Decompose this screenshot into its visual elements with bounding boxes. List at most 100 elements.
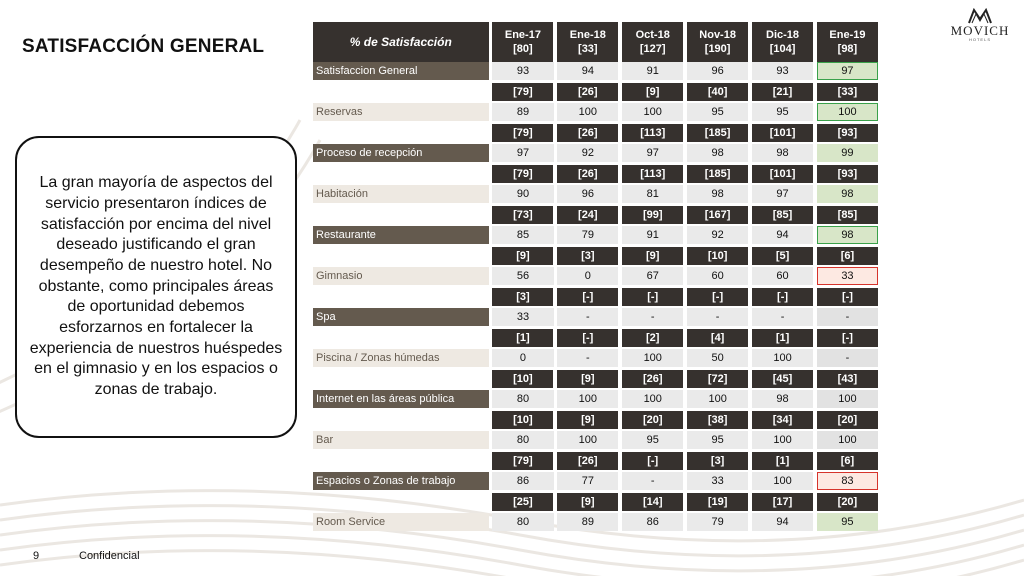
sample-size-row: [1] [-] [2] [4] [1] [-] (313, 329, 878, 347)
sample-size-row: [10] [9] [26] [72] [45] [43] (313, 370, 878, 388)
sample-size-cell: [99] (622, 206, 684, 224)
header-col-5: Ene-19 [98] (816, 22, 878, 62)
value-cell: - (622, 472, 684, 490)
sample-size-cell: [6] (816, 247, 878, 265)
row-label: Room Service (313, 513, 489, 531)
value-cell: 81 (622, 185, 684, 203)
value-cell: 93 (492, 62, 554, 80)
table-row: Restaurante 85 79 91 92 94 98 (313, 226, 879, 244)
sample-size-row: [10] [9] [20] [38] [34] [20] (313, 411, 878, 429)
table-row: Piscina / Zonas húmedas 0-100 50 100- (313, 349, 878, 367)
value-cell: 91 (622, 62, 684, 80)
table-row: Room Service 80 89 86 79 94 95 (313, 513, 878, 531)
value-cell: 79 (687, 513, 749, 531)
value-cell: 67 (622, 267, 684, 285)
value-cell: 95 (687, 103, 749, 121)
value-cell: 83 (816, 472, 879, 490)
value-cell: 89 (492, 103, 554, 121)
table-row: Espacios o Zonas de trabajo 86 77-33 100 83 (313, 472, 879, 490)
value-cell: 100 (622, 390, 684, 408)
movich-logo: MOVICH HOTELS (940, 8, 1020, 44)
sample-size-cell: [9] (557, 370, 619, 388)
row-label: Satisfaccion General (313, 62, 489, 80)
header-sample-size: [127] (639, 43, 666, 55)
value-cell: 95 (687, 431, 749, 449)
table-section: Satisfaccion General 93 94 91 96 93 97 (313, 62, 879, 80)
confidential-label: Confidencial (79, 550, 140, 562)
header-period: Nov-18 (699, 29, 736, 41)
logo-name: MOVICH (950, 23, 1010, 38)
sample-size-cell: [26] (622, 370, 684, 388)
table-section: [1] [-] [2] [4] [1] [-] Piscina / Zonas húmeda… (313, 329, 878, 367)
sample-size-cell: [5] (751, 247, 814, 265)
value-cell: 79 (557, 226, 619, 244)
sample-size-cell: [-] (557, 329, 619, 347)
sample-size-cell: [79] (492, 165, 554, 183)
value-cell: 99 (816, 144, 878, 162)
sample-size-cell: [185] (687, 165, 749, 183)
table-section: [9] [3] [9] [10] [5] [6] Gimnasio 56 0 67 60 60 33 (313, 247, 879, 285)
sample-size-cell: [85] (751, 206, 814, 224)
value-cell: 100 (816, 431, 878, 449)
value-cell: 0 (557, 267, 619, 285)
sample-size-cell: [14] (622, 493, 684, 511)
sample-size-cell: [79] (492, 83, 554, 101)
sample-size-cell: [26] (557, 452, 619, 470)
sample-size-cell: [3] (557, 247, 619, 265)
table-header: % de Satisfacción Ene-17 [80] Ene-18 [33] Oc… (313, 22, 878, 62)
sample-size-cell: [93] (816, 124, 878, 142)
table-row: Internet en las áreas pública 80 100 100 100… (313, 390, 878, 408)
sample-size-cell: [45] (751, 370, 814, 388)
header-period: Oct-18 (635, 29, 670, 41)
sample-size-cell: [24] (557, 206, 619, 224)
sample-size-cell: [38] (687, 411, 749, 429)
header-col-4: Dic-18 [104] (751, 22, 814, 62)
value-cell: 98 (816, 226, 879, 244)
value-cell: 86 (622, 513, 684, 531)
header-sample-size: [33] (578, 43, 598, 55)
row-label: Bar (313, 431, 489, 449)
value-cell: 33 (687, 472, 749, 490)
value-cell: 98 (687, 144, 749, 162)
table-row: Habitación 90 96 81 98 97 98 (313, 185, 878, 203)
sample-size-cell: [20] (622, 411, 684, 429)
value-cell: 95 (622, 431, 684, 449)
sample-size-cell: [21] (751, 83, 814, 101)
sample-size-cell: [3] (492, 288, 554, 306)
value-cell: 60 (687, 267, 749, 285)
table-section: [73] [24] [99] [167] [85] [85] Restaurante 85 79… (313, 206, 879, 244)
value-cell: 100 (751, 349, 814, 367)
sample-size-row: [79] [26] [113] [185] [101] [93] (313, 124, 878, 142)
value-cell: 93 (751, 62, 814, 80)
sample-size-cell: [9] (557, 411, 619, 429)
table-section: [10] [9] [20] [38] [34] [20] Bar 80 100 95 95 100 10… (313, 411, 878, 449)
value-cell: 100 (557, 103, 619, 121)
value-cell: 97 (751, 185, 814, 203)
sample-size-cell: [113] (622, 124, 684, 142)
sample-size-cell: [34] (751, 411, 814, 429)
sample-size-cell: [2] (622, 329, 684, 347)
sample-size-cell: [10] (687, 247, 749, 265)
sample-size-cell: [33] (816, 83, 878, 101)
value-cell: 77 (557, 472, 619, 490)
sample-size-cell: [-] (622, 288, 684, 306)
value-cell: 86 (492, 472, 554, 490)
sample-size-row: [9] [3] [9] [10] [5] [6] (313, 247, 878, 265)
value-cell: 92 (687, 226, 749, 244)
row-label: Restaurante (313, 226, 489, 244)
sample-size-cell: [79] (492, 452, 554, 470)
value-cell: 100 (751, 472, 814, 490)
value-cell: 80 (492, 431, 554, 449)
table-section: [79] [26] [9] [40] [21] [33] Reservas 89 100 100 9… (313, 83, 879, 121)
summary-text: La gran mayoría de aspectos del servicio… (29, 174, 283, 399)
sample-size-row: [73] [24] [99] [167] [85] [85] (313, 206, 878, 224)
sample-size-cell: [19] (687, 493, 749, 511)
header-period: Ene-17 (504, 29, 541, 41)
sample-size-cell: [9] (622, 247, 684, 265)
row-label: Gimnasio (313, 267, 489, 285)
table-row: Spa 33- - - - - (313, 308, 878, 326)
value-cell: - (687, 308, 749, 326)
sample-size-row: [79] [26] [113] [185] [101] [93] (313, 165, 878, 183)
sample-size-cell: [20] (816, 411, 878, 429)
header-sample-size: [80] (513, 43, 533, 55)
